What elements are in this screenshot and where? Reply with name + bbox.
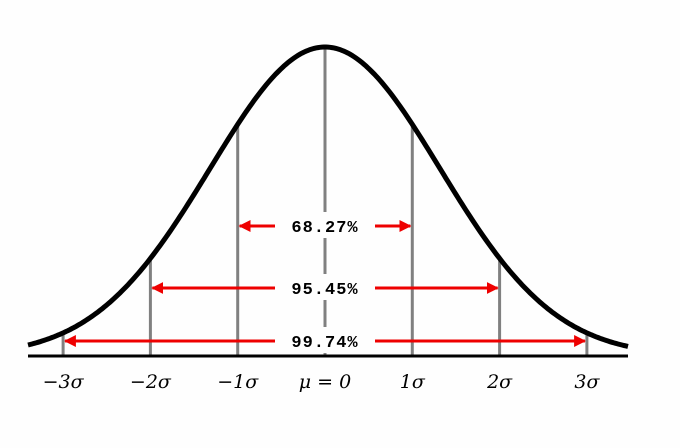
- axis-label: −3σ: [43, 371, 85, 393]
- label-backing: [275, 274, 375, 300]
- bell-curve: [27, 44, 629, 349]
- axis-label: μ = 0: [299, 371, 351, 393]
- axis-label: −1σ: [217, 371, 259, 393]
- interval-label: 68.27%: [291, 219, 358, 238]
- axis-label: 2σ: [486, 371, 513, 393]
- interval-label: 99.74%: [291, 334, 358, 353]
- axis-label: 3σ: [574, 371, 600, 393]
- axis-label: −2σ: [130, 371, 172, 393]
- label-backing: [275, 212, 375, 238]
- axis-label: 1σ: [400, 371, 426, 393]
- label-backing: [275, 327, 375, 353]
- interval-label: 95.45%: [291, 281, 358, 300]
